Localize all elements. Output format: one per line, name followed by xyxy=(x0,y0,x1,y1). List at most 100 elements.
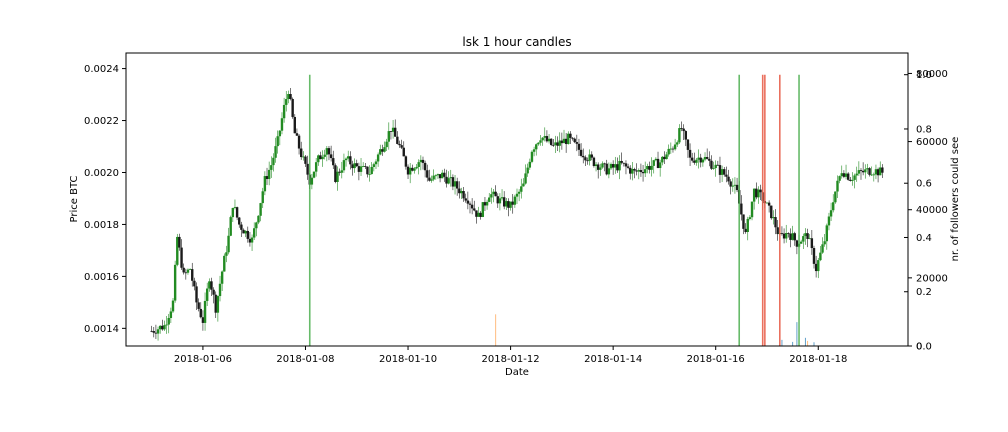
candle-body xyxy=(317,155,320,163)
candle-body xyxy=(658,162,662,168)
candle-body xyxy=(302,156,305,158)
x-tick-label: 2018-01-18 xyxy=(789,354,847,365)
candle-body xyxy=(218,283,222,297)
candle-body xyxy=(169,311,173,318)
candle-body xyxy=(522,183,525,187)
candle-body xyxy=(879,167,882,176)
candle-body xyxy=(806,233,809,239)
candle-body xyxy=(654,158,658,161)
candle-body xyxy=(428,177,431,181)
candle-body xyxy=(383,147,386,152)
candle-body xyxy=(344,158,348,161)
candle-body xyxy=(248,238,252,243)
candle-body xyxy=(462,191,465,199)
candle-body xyxy=(257,215,260,223)
candle-body xyxy=(460,191,463,194)
candle-body xyxy=(603,163,606,165)
candle-body xyxy=(197,302,200,309)
candle-body xyxy=(391,127,395,132)
candle-body xyxy=(637,170,640,172)
candle-body xyxy=(402,147,405,157)
candle-body xyxy=(306,163,309,175)
x-tick-label: 2018-01-12 xyxy=(482,354,540,365)
candle-body xyxy=(389,131,393,132)
candle-body xyxy=(502,197,506,207)
candle-body xyxy=(844,173,848,177)
candle-body xyxy=(765,202,769,204)
y-tick-label: 0.0018 xyxy=(84,220,119,231)
candle-body xyxy=(432,175,435,180)
candle-body xyxy=(485,201,489,206)
candle-body xyxy=(272,157,275,166)
candle-body xyxy=(453,181,457,187)
candle-body xyxy=(394,127,397,137)
candle-body xyxy=(558,140,561,146)
follower-layer xyxy=(495,314,815,346)
candle-body xyxy=(214,294,217,313)
candle-body xyxy=(161,325,164,330)
candle-body xyxy=(342,160,346,171)
candle-body xyxy=(631,169,634,174)
candle-body xyxy=(349,156,352,165)
candle-body xyxy=(411,167,414,171)
candle-body xyxy=(208,281,211,289)
candle-body xyxy=(314,162,318,172)
candle-body xyxy=(225,252,228,256)
candle-body xyxy=(436,174,440,176)
candle-body xyxy=(635,170,638,172)
candle-body xyxy=(353,163,356,169)
candle-body xyxy=(430,179,433,181)
candle-body xyxy=(652,160,655,166)
candle-body xyxy=(205,288,209,301)
candle-body xyxy=(846,173,850,180)
y-axis-right-inner: 0.0 0.2 0.4 0.6 0.8 1.0 xyxy=(904,70,932,353)
candle-body xyxy=(594,164,598,167)
candle-body xyxy=(802,236,805,242)
candle-body xyxy=(477,212,480,217)
candle-body xyxy=(814,263,818,272)
y3-tick-label: 0.2 xyxy=(916,287,932,298)
y2-tick-label: 20000 xyxy=(916,273,948,284)
candle-body xyxy=(650,165,653,170)
candle-body xyxy=(723,169,726,175)
chart-title: lsk 1 hour candles xyxy=(462,35,571,49)
candle-body xyxy=(851,179,854,181)
candle-body xyxy=(827,216,831,226)
candle-body xyxy=(417,162,420,167)
candle-body xyxy=(293,116,296,134)
candle-body xyxy=(263,176,267,192)
candle-body xyxy=(701,159,705,163)
candle-body xyxy=(163,325,166,330)
x-axis: 2018-01-06 2018-01-08 2018-01-10 2018-01-12… xyxy=(174,346,847,365)
candle-body xyxy=(547,138,551,142)
candle-body xyxy=(438,174,442,179)
candle-body xyxy=(626,166,630,168)
candle-body xyxy=(201,317,205,323)
candle-body xyxy=(776,227,779,235)
candle-body xyxy=(614,164,617,168)
candle-body xyxy=(300,148,303,158)
candle-body xyxy=(876,169,880,176)
candle-body xyxy=(735,184,739,191)
candle-body xyxy=(720,169,724,175)
candle-body xyxy=(656,158,660,168)
candle-body xyxy=(849,179,852,181)
candle-body xyxy=(445,176,448,184)
candle-body xyxy=(154,332,158,334)
candle-body xyxy=(323,154,326,157)
candle-body xyxy=(282,104,286,119)
candle-body xyxy=(505,201,508,207)
candle-body xyxy=(795,240,799,247)
candle-body xyxy=(338,171,341,173)
candle-body xyxy=(695,159,698,163)
candle-body xyxy=(535,144,538,150)
candle-body xyxy=(673,144,677,150)
candle-body xyxy=(793,233,796,241)
candle-body xyxy=(840,173,843,177)
candle-body xyxy=(152,331,155,333)
candle-body xyxy=(265,176,269,180)
candle-body xyxy=(688,149,692,158)
y-tick-label: 0.0024 xyxy=(84,64,119,75)
candle-body xyxy=(633,169,636,171)
candle-body xyxy=(423,162,427,171)
